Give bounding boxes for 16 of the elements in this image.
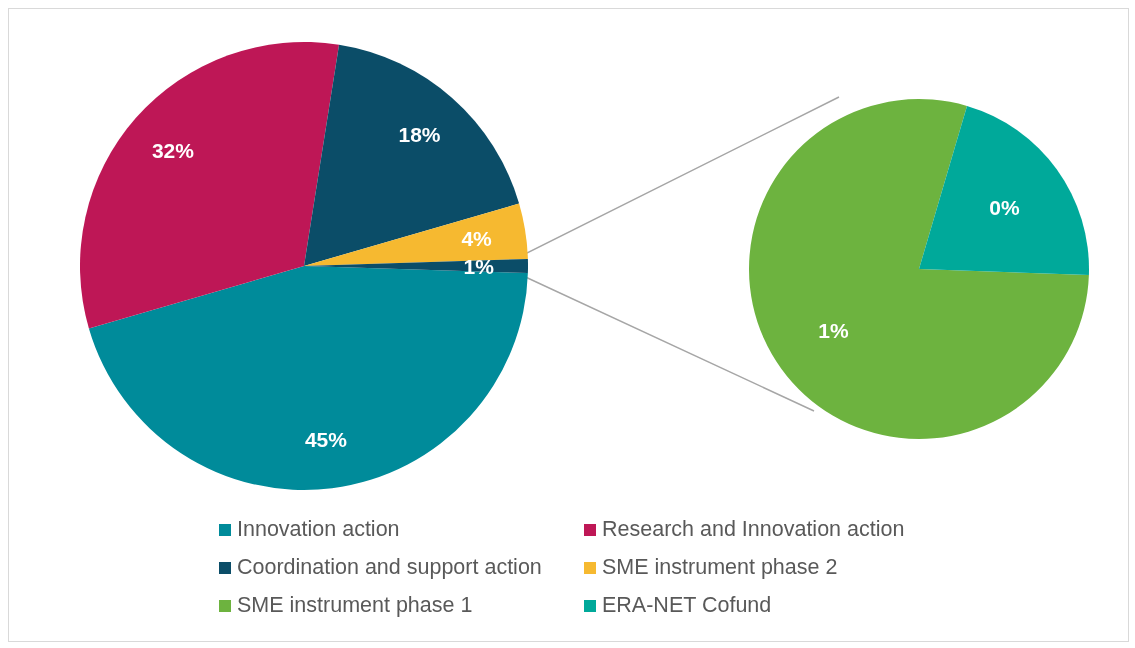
data-label: 45%: [304, 427, 348, 451]
legend-label: ERA-NET Cofund: [602, 593, 772, 618]
legend-label: Innovation action: [237, 517, 400, 542]
pie-slice: [80, 42, 340, 329]
legend-label: SME instrument phase 2: [602, 555, 838, 580]
data-label: 0%: [989, 195, 1020, 219]
legend-label: Coordination and support action: [237, 555, 542, 580]
legend-label: Research and Innovation action: [602, 517, 905, 542]
pie-slice: [749, 99, 1089, 439]
pie-slice: [919, 105, 1089, 275]
legend-label: SME instrument phase 1: [237, 593, 473, 618]
data-label: 1%: [818, 319, 850, 343]
data-label: 4%: [461, 227, 493, 251]
data-label: 32%: [151, 138, 195, 162]
data-label: 1%: [463, 254, 495, 278]
data-label: 18%: [398, 123, 441, 147]
